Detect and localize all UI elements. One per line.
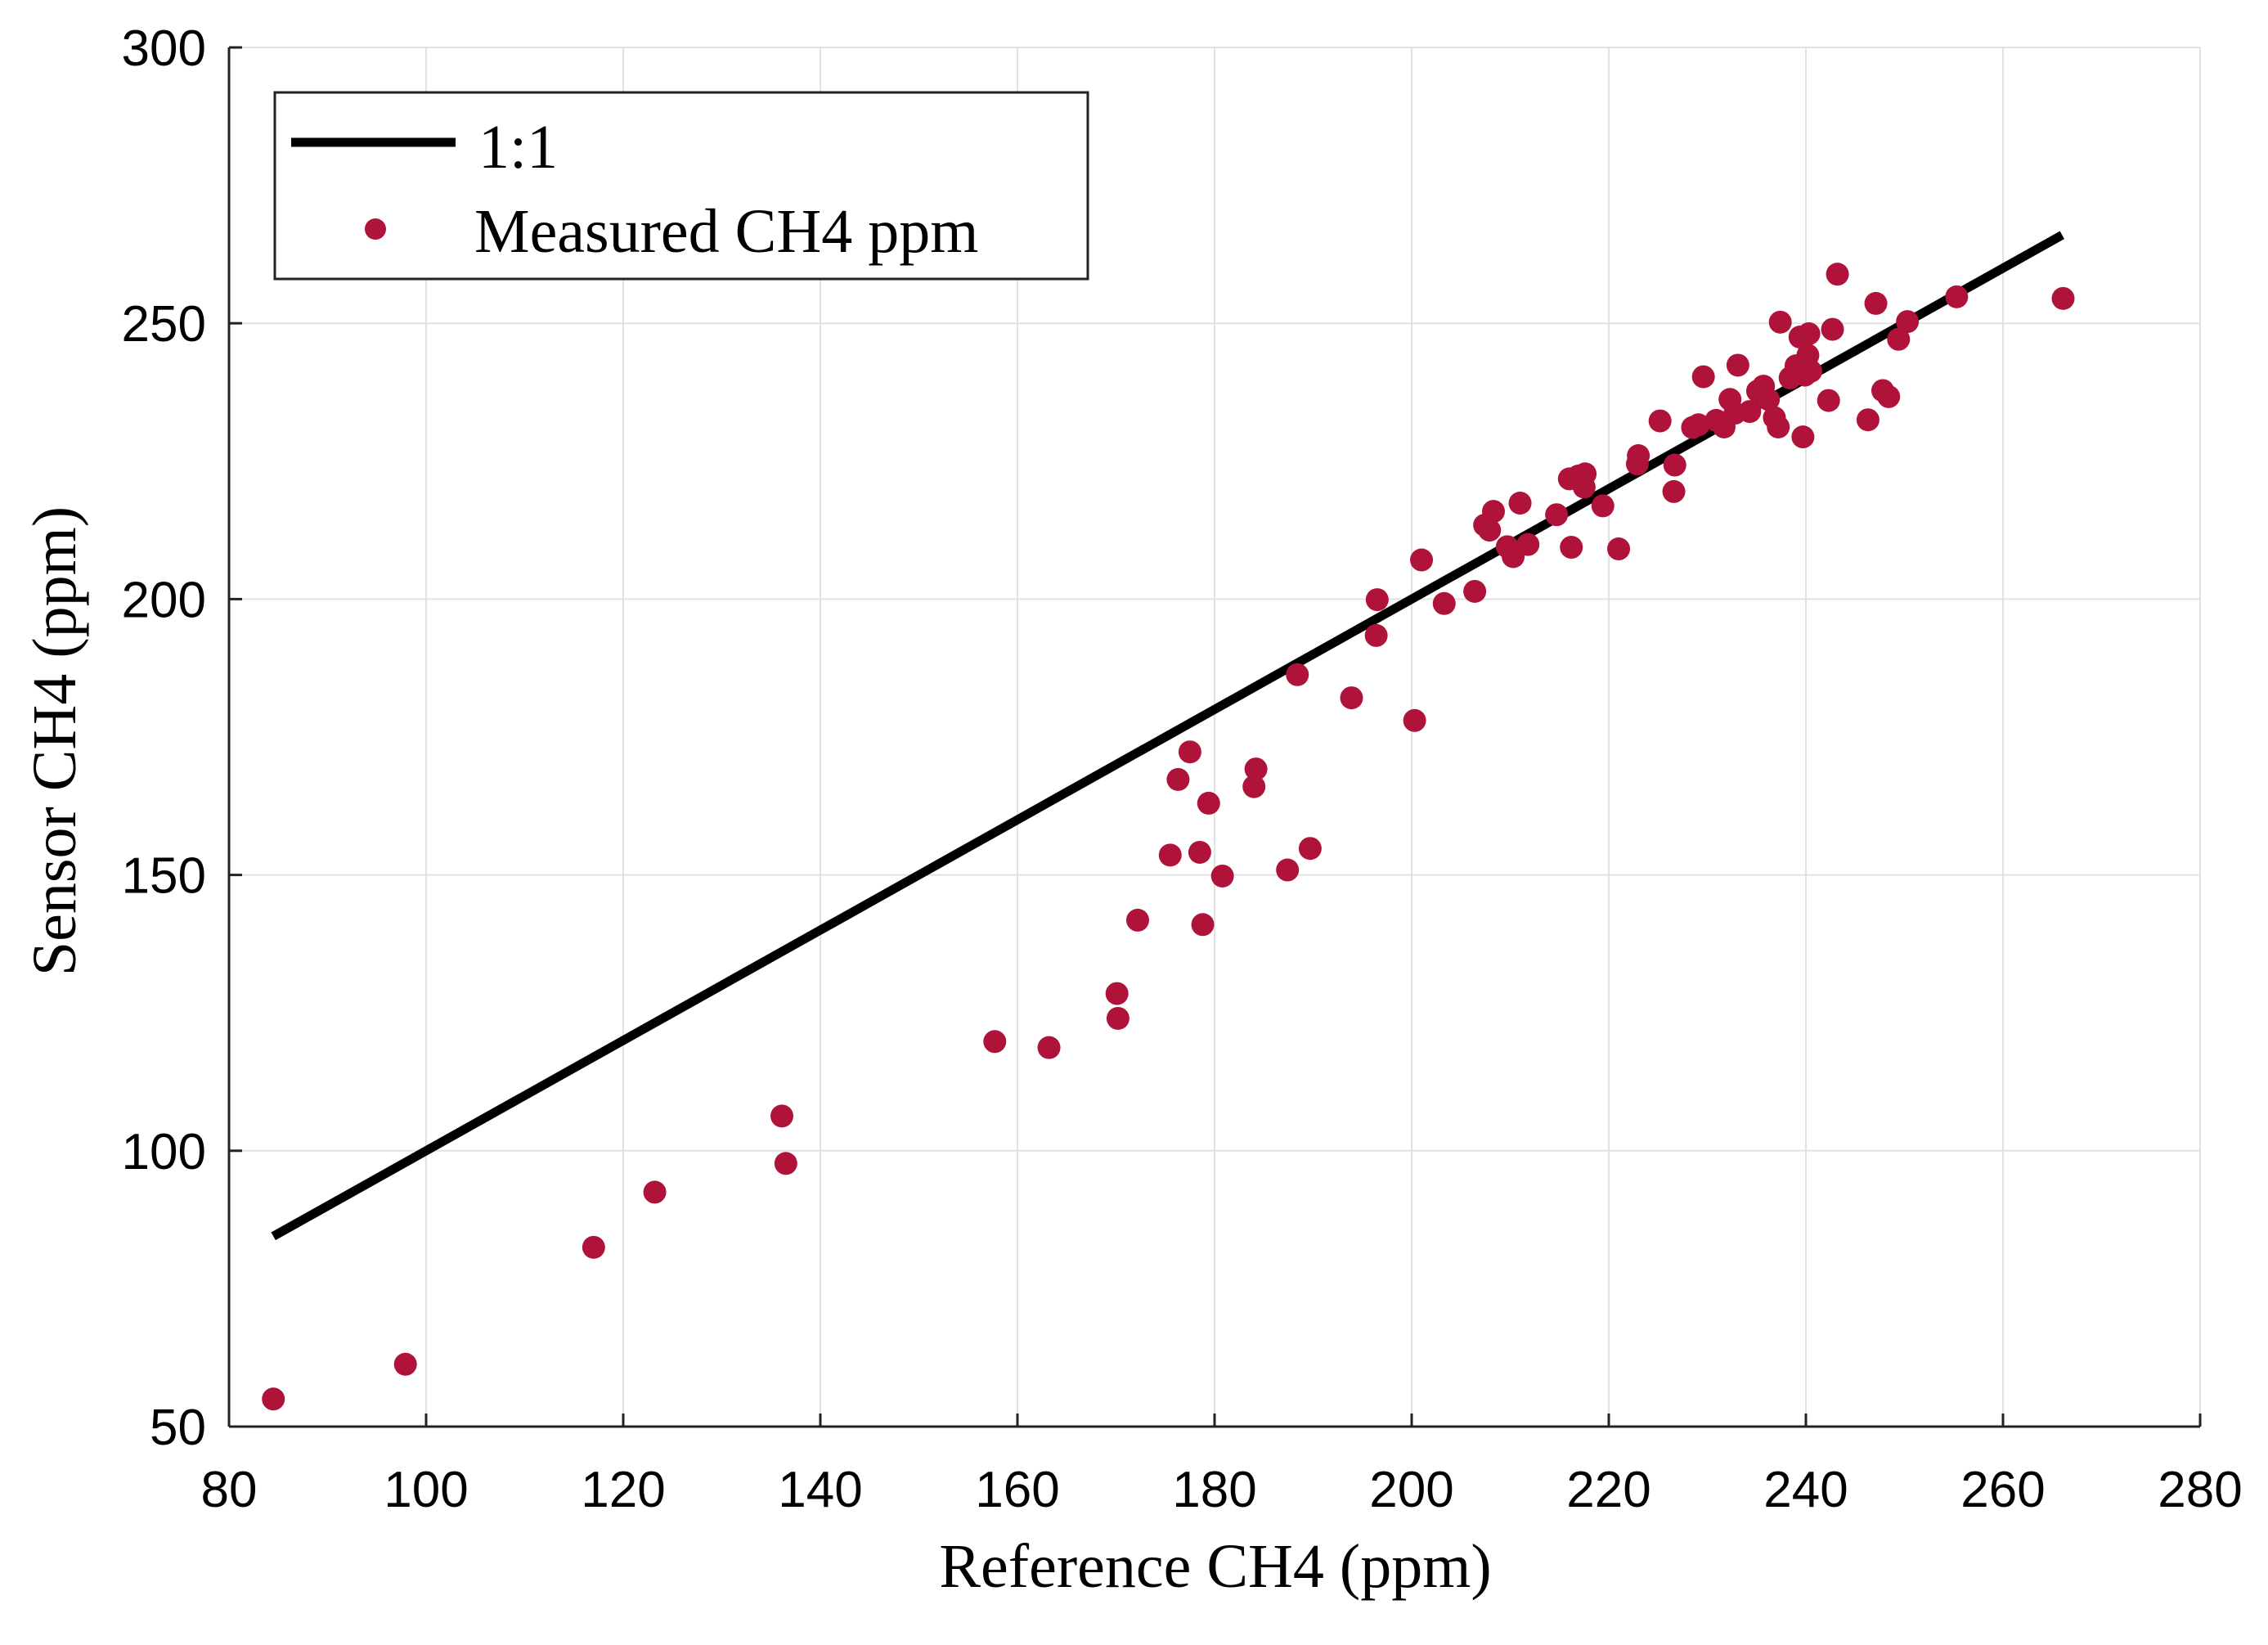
y-tick-label: 150	[122, 848, 206, 905]
y-axis-title: Sensor CH4 (ppm)	[20, 506, 89, 976]
data-point	[1106, 1006, 1130, 1030]
data-point	[1896, 310, 1920, 334]
data-point	[1887, 327, 1911, 351]
x-tick-label: 160	[975, 1462, 1059, 1518]
data-point	[1864, 291, 1888, 315]
data-point	[1403, 708, 1426, 732]
legend-label-measured: Measured CH4 ppm	[474, 197, 978, 266]
data-point	[1037, 1036, 1061, 1059]
data-point	[1482, 500, 1506, 524]
data-point	[1627, 444, 1650, 468]
data-point	[1191, 913, 1215, 937]
x-tick-label: 220	[1566, 1462, 1650, 1518]
data-point	[1276, 858, 1300, 882]
data-point	[1545, 503, 1569, 527]
data-point	[1478, 519, 1502, 542]
x-tick-label: 140	[778, 1462, 862, 1518]
legend-dot-marker	[365, 218, 386, 240]
data-point	[1662, 479, 1686, 503]
data-point	[1591, 494, 1615, 518]
x-tick-label: 280	[2158, 1462, 2242, 1518]
x-tick-label: 240	[1763, 1462, 1848, 1518]
y-tick-label: 50	[150, 1400, 206, 1456]
data-point	[1178, 740, 1201, 764]
data-point	[1244, 757, 1268, 781]
y-tick-label: 300	[122, 20, 206, 77]
x-tick-label: 200	[1369, 1462, 1453, 1518]
data-point	[1463, 579, 1487, 603]
data-point	[582, 1235, 605, 1259]
data-point	[1726, 353, 1749, 377]
data-point	[1242, 775, 1266, 798]
data-point	[643, 1180, 667, 1204]
legend-box	[273, 91, 1089, 281]
data-point	[1410, 548, 1434, 572]
data-point	[1432, 591, 1456, 615]
x-tick-label: 80	[201, 1462, 258, 1518]
data-point	[1298, 837, 1322, 861]
data-point	[1945, 285, 1969, 308]
data-point	[393, 1352, 417, 1376]
legend: 1:1 Measured CH4 ppm	[273, 91, 1089, 281]
data-point	[1105, 982, 1129, 1005]
data-point	[774, 1152, 797, 1175]
data-point	[1877, 384, 1901, 408]
data-point	[1126, 908, 1150, 932]
y-tick-label: 200	[122, 572, 206, 628]
data-point	[983, 1030, 1007, 1054]
data-point	[1508, 492, 1532, 515]
data-point	[1365, 588, 1389, 612]
data-point	[1797, 322, 1821, 346]
data-point	[1197, 791, 1220, 815]
data-point	[1574, 462, 1597, 486]
tick-label-layer: 80 100 120 140 160 180 200 220 240 260 280 50 100 150…	[122, 20, 2243, 1518]
x-tick-label: 100	[384, 1462, 468, 1518]
data-point	[1686, 413, 1710, 437]
data-point	[1799, 359, 1823, 383]
data-point	[1691, 365, 1715, 389]
data-point	[1856, 408, 1880, 432]
data-point	[1791, 425, 1815, 449]
data-point	[1817, 389, 1840, 412]
y-tick-label: 250	[122, 296, 206, 353]
data-point	[1768, 310, 1792, 334]
data-point	[1210, 864, 1234, 888]
data-point	[1560, 536, 1583, 560]
legend-label-one-to-one: 1:1	[478, 113, 558, 182]
x-tick-label: 260	[1960, 1462, 2045, 1518]
data-point	[1158, 843, 1182, 867]
y-tick-label: 100	[122, 1124, 206, 1180]
data-point	[1757, 388, 1781, 411]
data-point	[1767, 415, 1790, 438]
data-point	[1663, 453, 1686, 477]
data-point	[770, 1104, 794, 1128]
data-point	[1188, 840, 1211, 864]
data-point	[262, 1387, 285, 1411]
data-point	[1286, 663, 1309, 686]
data-point	[1516, 533, 1540, 556]
data-point	[1607, 537, 1631, 561]
data-point	[1340, 686, 1363, 710]
data-point	[1826, 263, 1849, 286]
data-point	[1166, 767, 1190, 791]
data-point	[1821, 317, 1844, 341]
x-tick-label: 120	[581, 1462, 665, 1518]
data-point	[2051, 286, 2075, 310]
x-axis-title: Reference CH4 (ppm)	[939, 1532, 1491, 1601]
data-point	[1364, 623, 1388, 647]
series-layer	[262, 231, 2075, 1411]
data-point	[1648, 409, 1672, 433]
axis-layer	[227, 46, 2202, 1428]
data-point	[1738, 400, 1762, 424]
x-tick-label: 180	[1172, 1462, 1256, 1518]
